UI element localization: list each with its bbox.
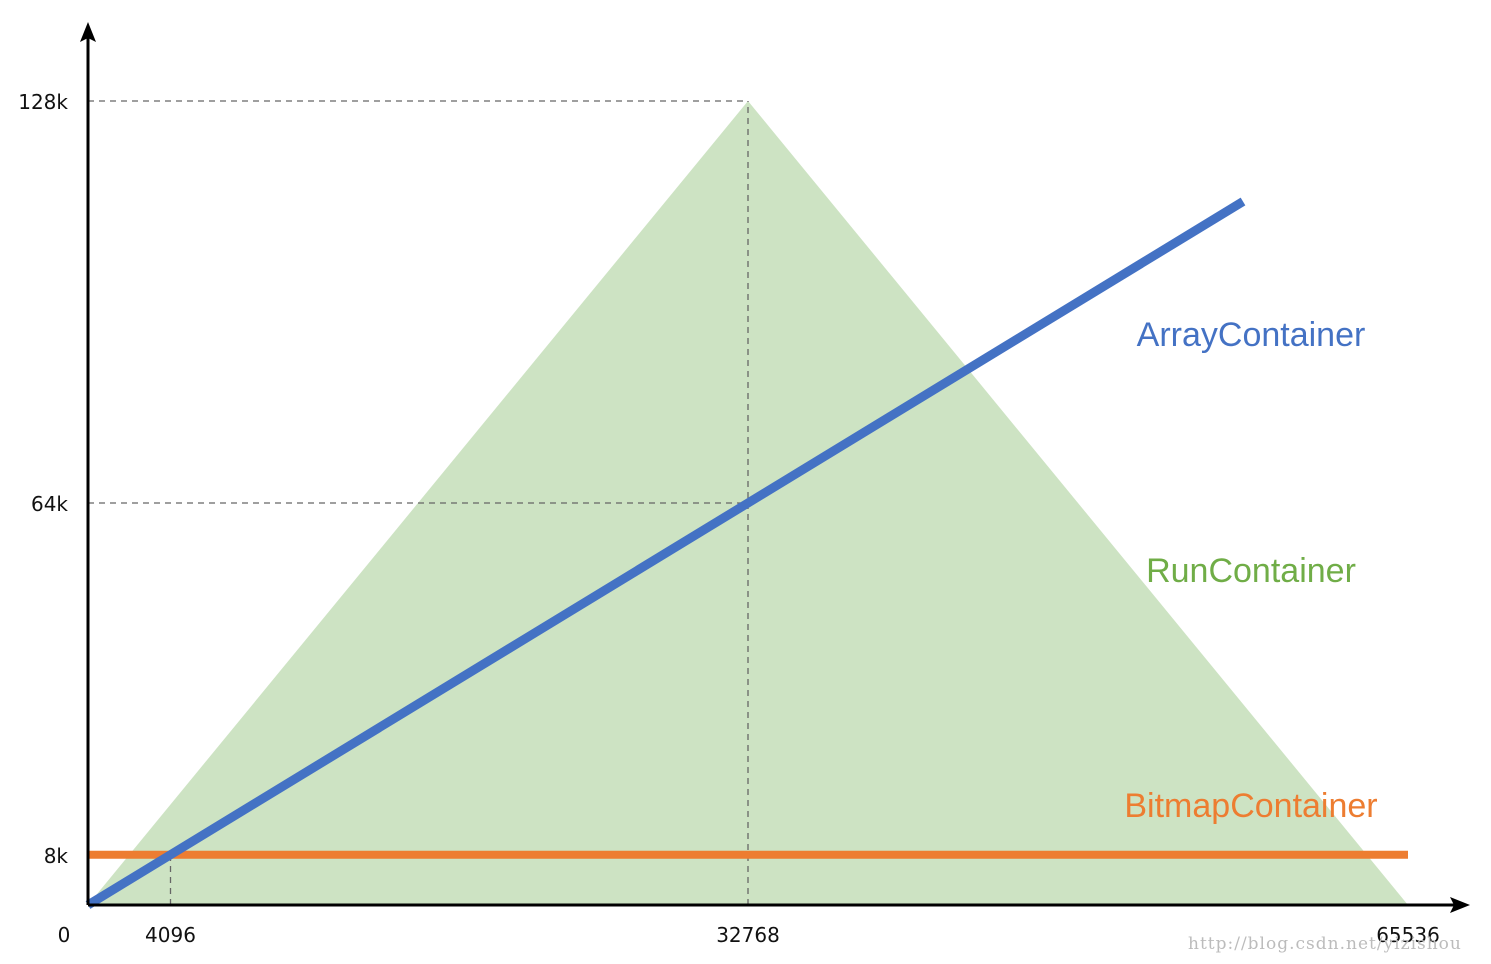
arraycontainer-line: [85, 197, 1246, 909]
x-tick-label-65536: 65536: [1376, 923, 1440, 947]
x-tick-label-4096: 4096: [145, 923, 196, 947]
y-tick-label-128k: 128k: [18, 90, 68, 114]
y-tick-label-8k: 8k: [44, 844, 69, 868]
series-labels: RunContainer BitmapContainer ArrayContaine…: [1124, 316, 1377, 825]
tick-labels: 0 4096 32768 65536 8k 64k 128k: [18, 90, 1440, 947]
y-axis-arrow: [80, 22, 96, 42]
axes: [80, 22, 1470, 913]
series-lines: [85, 197, 1408, 909]
y-tick-label-64k: 64k: [31, 492, 68, 516]
x-axis-arrow: [1450, 897, 1470, 913]
x-tick-label-0: 0: [58, 923, 71, 947]
runcontainer-label: RunContainer: [1146, 552, 1356, 590]
arraycontainer-label: ArrayContainer: [1137, 316, 1366, 354]
watermark-text: http://blog.csdn.net/yizishou: [1188, 934, 1462, 954]
bitmapcontainer-label: BitmapContainer: [1124, 787, 1377, 825]
x-tick-label-32768: 32768: [716, 923, 780, 947]
